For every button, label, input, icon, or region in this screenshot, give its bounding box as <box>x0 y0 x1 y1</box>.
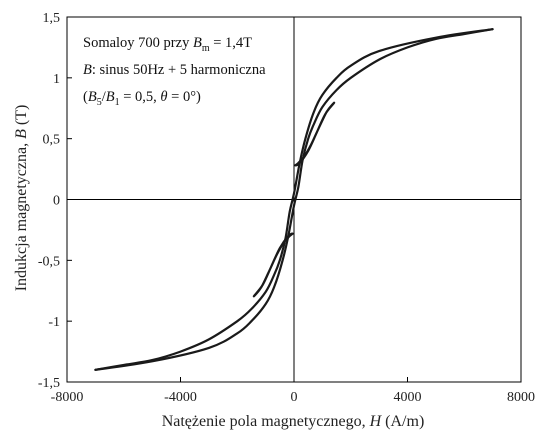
descending-branch-curve <box>94 28 494 371</box>
y-tick-label: 0,5 <box>43 133 61 148</box>
minor-loop-upper-curve <box>294 101 336 167</box>
y-axis-title: Indukcja magnetyczna, B (T) <box>13 105 30 292</box>
x-tick-label: 0 <box>291 390 298 405</box>
y-tick-label: 1 <box>53 72 60 87</box>
y-tick-label: 1,5 <box>43 11 61 26</box>
annotation-line-1: Somaloy 700 przy Bm = 1,4T <box>83 35 252 54</box>
plot-area: -8000 -4000 0 4000 8000 -1,5 -1 -0,5 0 0,5 1 1,5 <box>38 11 535 405</box>
x-tick-label: -8000 <box>51 390 84 405</box>
y-tick-label: 0 <box>53 194 60 209</box>
minor-loop-lower-curve <box>252 232 294 298</box>
x-tick-label: -4000 <box>164 390 197 405</box>
x-axis-title: Natężenie pola magnetycznego, H (A/m) <box>162 413 425 430</box>
x-tick-label: 8000 <box>507 390 535 405</box>
annotation-line-2: B: sinus 50Hz + 5 harmoniczna <box>83 62 266 78</box>
x-tick-label: 4000 <box>394 390 422 405</box>
annotation-line-3: (B5/B1 = 0,5, θ = 0°) <box>83 89 201 108</box>
ascending-branch-curve <box>94 28 494 371</box>
y-tick-label: -1 <box>48 315 60 330</box>
curve-layer <box>94 28 494 371</box>
y-tick-label: -0,5 <box>38 254 60 269</box>
y-tick-label: -1,5 <box>38 376 60 391</box>
